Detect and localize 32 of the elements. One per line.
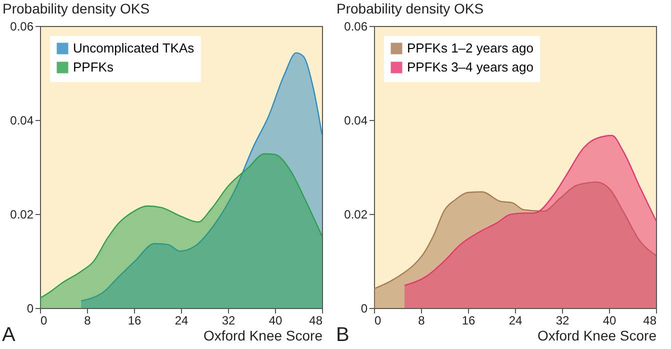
y-tick-label: 0.04	[344, 114, 368, 128]
y-tick-label: 0	[360, 302, 368, 316]
y-tick-label: 0.06	[344, 20, 368, 34]
x-axis-title: Oxford Knee Score	[203, 328, 323, 344]
x-tick-label: 24	[174, 314, 188, 328]
text: B	[336, 324, 350, 346]
legend-label: Uncomplicated TKAs	[73, 40, 195, 56]
x-tick-label: 32	[222, 314, 236, 328]
text: A	[2, 324, 16, 346]
legend-label: PPFKs	[73, 60, 114, 74]
y-tick-label: 0.06	[10, 20, 34, 34]
x-tick-label: 8	[418, 314, 426, 328]
x-tick-label: 16	[462, 314, 476, 328]
x-tick-label: 40	[268, 314, 282, 328]
legend-label: PPFKs 1–2 years ago	[407, 40, 534, 56]
x-tick-label: 16	[128, 314, 142, 328]
legend-label: PPFKs 3–4 years ago	[407, 60, 534, 74]
x-tick-label: 0	[374, 314, 382, 328]
x-tick-label: 24	[508, 314, 522, 328]
x-tick-label: 48	[309, 314, 323, 328]
x-tick-label: 32	[556, 314, 570, 328]
y-tick-label: 0.02	[10, 208, 34, 222]
y-tick-label: 0.04	[10, 114, 34, 128]
x-tick-label: 8	[84, 314, 92, 328]
x-tick-label: 40	[602, 314, 616, 328]
x-axis-title: Oxford Knee Score	[537, 328, 657, 344]
x-tick-label: 48	[643, 314, 657, 328]
y-axis-title: Probability density OKS	[2, 0, 150, 16]
y-tick-label: 0	[26, 302, 34, 316]
x-tick-label: 0	[40, 314, 48, 328]
y-axis-title: Probability density OKS	[336, 0, 484, 16]
y-tick-label: 0.02	[344, 208, 368, 222]
